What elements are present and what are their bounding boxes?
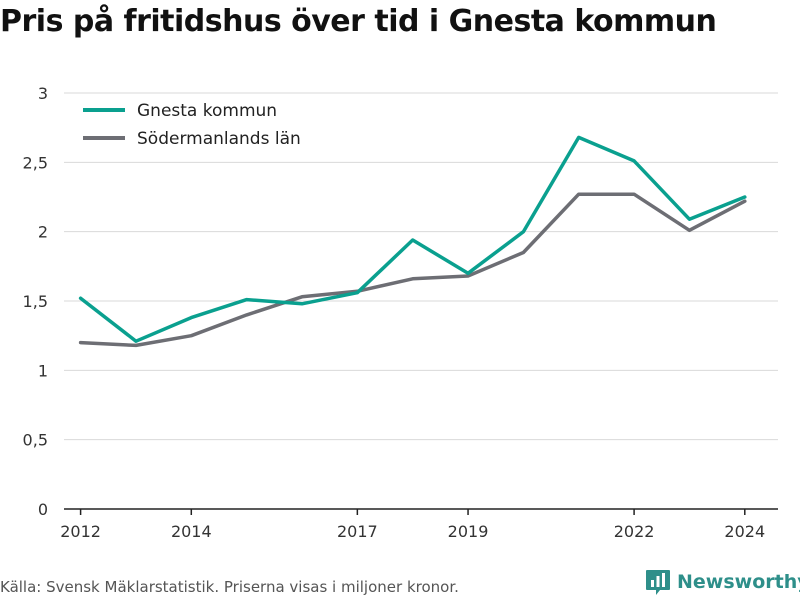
source-note: Källa: Svensk Mäklarstatistik. Priserna … bbox=[0, 578, 459, 596]
legend-label: Södermanlands län bbox=[137, 129, 301, 149]
x-tick-labels: 2012 2014 2017 2019 2022 2024 bbox=[60, 522, 765, 541]
brand-logo[interactable]: Newsworthy bbox=[645, 568, 800, 596]
x-tick-label: 2017 bbox=[337, 522, 378, 541]
series-lines bbox=[78, 135, 747, 348]
x-tick-label: 2012 bbox=[60, 522, 101, 541]
x-tick-label: 2024 bbox=[724, 522, 765, 541]
y-tick-label: 1 bbox=[38, 361, 48, 380]
newsworthy-logo-icon bbox=[646, 570, 670, 595]
legend: Gnesta kommun Södermanlands län bbox=[83, 101, 301, 149]
x-axis bbox=[64, 508, 778, 515]
legend-label: Gnesta kommun bbox=[137, 101, 277, 121]
y-tick-label: 2 bbox=[38, 223, 48, 242]
x-tick-label: 2022 bbox=[614, 522, 655, 541]
x-tick-label: 2014 bbox=[171, 522, 212, 541]
y-tick-label: 3 bbox=[38, 84, 48, 103]
y-tick-label: 2,5 bbox=[23, 153, 48, 172]
y-tick-label: 0,5 bbox=[23, 431, 48, 450]
series-line bbox=[78, 135, 747, 343]
x-tick-label: 2019 bbox=[448, 522, 489, 541]
y-tick-label: 1,5 bbox=[23, 292, 48, 311]
brand-name: Newsworthy bbox=[677, 571, 800, 593]
grid-lines bbox=[64, 92, 778, 441]
line-chart: 0 0,5 1 1,5 2 2,5 3 2012 2014 2017 2019 2022 2024 G… bbox=[23, 84, 778, 541]
chart-title: Pris på fritidshus över tid i Gnesta kom… bbox=[0, 4, 717, 39]
y-tick-labels: 0 0,5 1 1,5 2 2,5 3 bbox=[23, 84, 48, 519]
series-line bbox=[78, 192, 747, 348]
y-tick-label: 0 bbox=[38, 500, 48, 519]
